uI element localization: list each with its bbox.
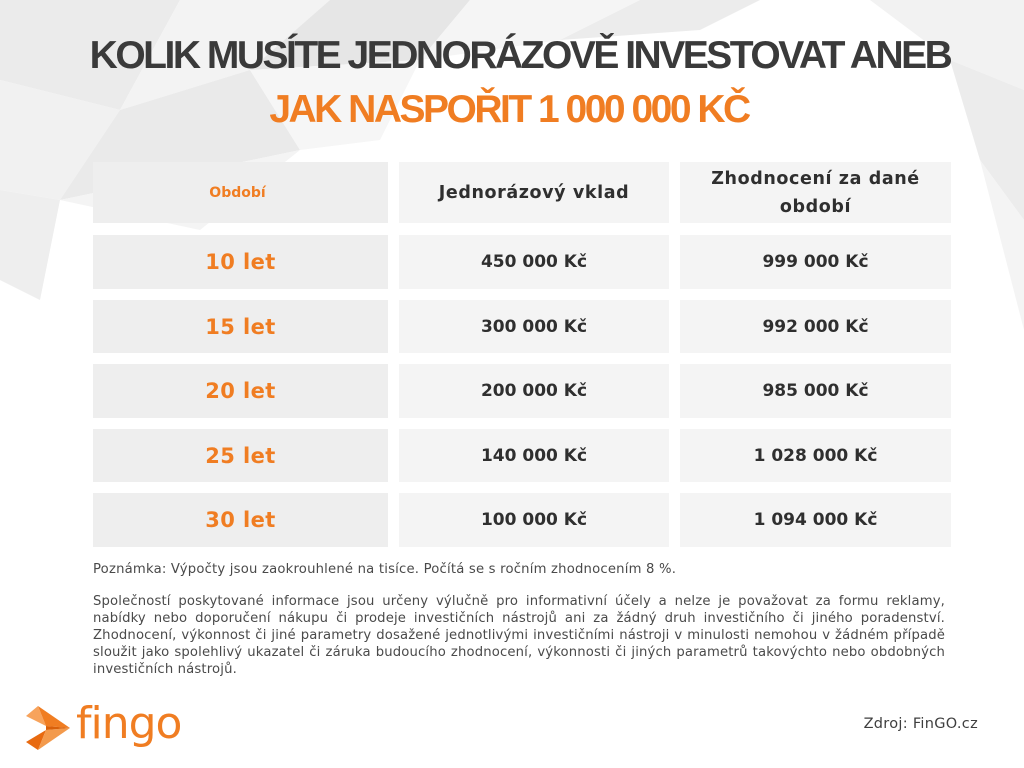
logo-wordmark: fingo xyxy=(76,698,182,749)
period-cell: 20 let xyxy=(93,364,388,418)
deposit-cell: 300 000 Kč xyxy=(399,300,669,353)
calculation-note: Poznámka: Výpočty jsou zaokrouhlené na t… xyxy=(93,562,677,577)
fish-logo-icon xyxy=(26,706,70,750)
period-cell: 25 let xyxy=(93,429,388,482)
page-title-line1: KOLIK MUSÍTE JEDNORÁZOVĚ INVESTOVAT ANEB xyxy=(89,34,953,77)
header-appreciation: Zhodnocení za dané období xyxy=(680,162,951,223)
deposit-cell: 140 000 Kč xyxy=(399,429,669,482)
disclaimer-text: Společností poskytované informace jsou u… xyxy=(93,594,945,677)
appreciation-cell: 999 000 Kč xyxy=(680,235,951,289)
appreciation-cell: 985 000 Kč xyxy=(680,364,951,418)
appreciation-cell: 1 028 000 Kč xyxy=(680,429,951,482)
deposit-cell: 200 000 Kč xyxy=(399,364,669,418)
appreciation-cell: 1 094 000 Kč xyxy=(680,493,951,547)
period-cell: 30 let xyxy=(93,493,388,547)
source-label: Zdroj: FinGO.cz xyxy=(863,716,978,732)
header-deposit: Jednorázový vklad xyxy=(399,162,669,223)
period-cell: 10 let xyxy=(93,235,388,289)
header-period: Období xyxy=(93,162,388,223)
deposit-cell: 100 000 Kč xyxy=(399,493,669,547)
appreciation-cell: 992 000 Kč xyxy=(680,300,951,353)
page-title-line2: JAK NASPOŘIT 1 000 000 KČ xyxy=(269,88,751,131)
period-cell: 15 let xyxy=(93,300,388,353)
deposit-cell: 450 000 Kč xyxy=(399,235,669,289)
fingo-logo: fingo xyxy=(24,698,194,754)
